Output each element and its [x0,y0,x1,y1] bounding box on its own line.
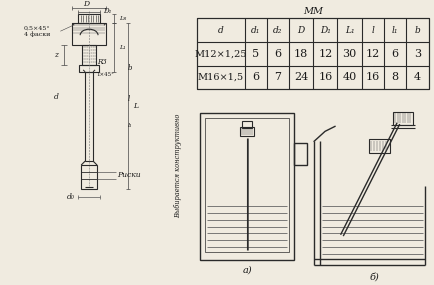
Bar [197,18,429,89]
Text: MM: MM [303,7,323,16]
Text: 6: 6 [252,72,259,82]
Text: 30: 30 [342,49,357,59]
Text: b: b [128,64,132,72]
Bar [79,65,99,72]
Text: 18: 18 [294,49,308,59]
Text: 3: 3 [414,49,421,59]
Text: D: D [297,26,305,35]
Bar [72,23,106,45]
Text: D₁: D₁ [103,7,111,15]
Text: 8: 8 [391,72,398,82]
Text: а): а) [243,266,252,275]
Bar [368,139,391,153]
Bar [205,119,289,252]
Text: l: l [371,26,374,35]
Text: d₀: d₀ [67,193,75,201]
Text: б): б) [370,272,379,282]
Text: R3: R3 [97,58,107,66]
Text: d₁: d₁ [251,26,260,35]
Text: 12: 12 [318,49,332,59]
Text: 16: 16 [365,72,380,82]
Text: b: b [414,26,421,35]
Text: 6: 6 [391,49,398,59]
Bar [81,165,97,189]
Bar [200,113,294,260]
Text: l₁: l₁ [391,26,398,35]
Text: M12×1,25: M12×1,25 [194,50,247,58]
Bar [394,111,413,125]
Text: l: l [128,95,130,103]
Text: L: L [133,102,138,110]
Text: 4: 4 [414,72,421,82]
Bar [85,72,93,161]
Text: 24: 24 [294,72,308,82]
Text: 12: 12 [365,49,380,59]
Text: 16: 16 [318,72,332,82]
Text: 6: 6 [274,49,281,59]
Text: 0,5×45°: 0,5×45° [24,26,50,31]
Text: l₁: l₁ [128,123,132,128]
Bar [78,14,100,23]
Text: Выбирается конструктивно: Выбирается конструктивно [174,114,182,218]
Bar [82,45,96,65]
Text: d: d [218,26,224,35]
Text: D₁: D₁ [320,26,331,35]
Text: M16×1,5: M16×1,5 [198,73,244,82]
Text: L₁: L₁ [345,26,354,35]
Text: z: z [54,51,59,59]
Text: d: d [54,93,59,101]
Bar [240,127,254,136]
Text: Риски: Риски [117,171,141,179]
Bar [242,121,252,128]
Text: 1×45°: 1×45° [96,72,114,77]
Text: d₂: d₂ [273,26,283,35]
Text: 40: 40 [342,72,357,82]
Bar [294,143,307,165]
Text: 4 фаски: 4 фаски [24,31,50,37]
Text: 5: 5 [252,49,259,59]
Text: 7: 7 [274,72,281,82]
Text: D: D [83,1,89,9]
Text: L₁: L₁ [119,45,125,50]
Text: Ls: Ls [119,16,126,21]
